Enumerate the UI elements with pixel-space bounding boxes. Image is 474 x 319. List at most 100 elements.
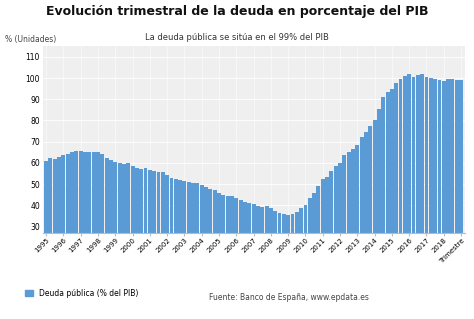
Bar <box>66 154 70 290</box>
Bar <box>239 200 243 290</box>
Bar <box>135 168 139 290</box>
Bar <box>195 183 200 290</box>
Bar <box>226 196 229 290</box>
Bar <box>420 74 424 290</box>
Bar <box>325 177 329 290</box>
Bar <box>57 157 61 290</box>
Bar <box>286 215 290 290</box>
Bar <box>317 186 320 290</box>
Bar <box>360 137 364 290</box>
Bar <box>455 80 459 290</box>
Bar <box>442 81 446 290</box>
Bar <box>273 211 277 290</box>
Bar <box>338 163 342 290</box>
Bar <box>329 171 333 290</box>
Text: La deuda pública se sitúa en el 99% del PIB: La deuda pública se sitúa en el 99% del … <box>145 33 329 42</box>
Bar <box>118 163 121 290</box>
Bar <box>377 109 381 290</box>
Bar <box>161 173 165 290</box>
Bar <box>334 166 337 290</box>
Bar <box>87 152 91 290</box>
Bar <box>282 214 286 290</box>
Bar <box>156 173 160 290</box>
Bar <box>44 161 48 290</box>
Bar <box>53 159 57 290</box>
Bar <box>438 80 441 290</box>
Bar <box>148 170 152 290</box>
Bar <box>364 132 368 290</box>
Bar <box>269 209 273 290</box>
Bar <box>299 209 303 290</box>
Bar <box>200 185 204 290</box>
Bar <box>429 78 433 290</box>
Bar <box>139 169 143 290</box>
Bar <box>234 198 238 290</box>
Bar <box>187 182 191 290</box>
Bar <box>351 149 355 290</box>
Bar <box>256 206 260 290</box>
Bar <box>342 155 346 290</box>
Bar <box>170 178 173 290</box>
Bar <box>74 151 78 290</box>
Bar <box>144 168 147 290</box>
Bar <box>83 152 87 290</box>
Bar <box>308 198 312 290</box>
Bar <box>459 80 463 290</box>
Bar <box>109 160 113 290</box>
Text: Evolución trimestral de la deuda en porcentaje del PIB: Evolución trimestral de la deuda en porc… <box>46 5 428 18</box>
Bar <box>243 202 247 290</box>
Text: % (Unidades): % (Unidades) <box>5 35 56 44</box>
Bar <box>178 180 182 290</box>
Bar <box>48 158 53 290</box>
Bar <box>407 74 411 290</box>
Bar <box>247 203 251 290</box>
Bar <box>373 121 376 290</box>
Bar <box>113 162 117 290</box>
Bar <box>70 152 74 290</box>
Bar <box>278 213 282 290</box>
Bar <box>403 76 407 290</box>
Bar <box>126 163 130 290</box>
Bar <box>446 79 450 290</box>
Bar <box>62 155 65 290</box>
Bar <box>209 189 212 290</box>
Bar <box>312 193 316 290</box>
Bar <box>381 97 385 290</box>
Bar <box>411 77 416 290</box>
Bar <box>264 206 268 290</box>
Bar <box>230 196 234 290</box>
Bar <box>303 205 308 290</box>
Text: Fuente: Banco de España, www.epdata.es: Fuente: Banco de España, www.epdata.es <box>209 293 368 302</box>
Bar <box>174 179 178 290</box>
Bar <box>321 179 325 290</box>
Bar <box>152 171 156 290</box>
Bar <box>394 83 398 290</box>
Bar <box>221 195 225 290</box>
Bar <box>182 181 186 290</box>
Bar <box>105 158 109 290</box>
Bar <box>347 152 351 290</box>
Bar <box>433 79 437 290</box>
Bar <box>96 152 100 290</box>
Bar <box>91 152 96 290</box>
Bar <box>165 174 169 290</box>
Bar <box>204 187 208 290</box>
Bar <box>356 145 359 290</box>
Bar <box>368 126 372 290</box>
Bar <box>213 190 217 290</box>
Bar <box>390 89 394 290</box>
Bar <box>217 193 221 290</box>
Bar <box>122 164 126 290</box>
Bar <box>79 151 82 290</box>
Bar <box>450 79 455 290</box>
Bar <box>386 92 390 290</box>
Bar <box>100 154 104 290</box>
Bar <box>295 212 299 290</box>
Bar <box>416 75 420 290</box>
Bar <box>399 79 402 290</box>
Bar <box>131 166 135 290</box>
Bar <box>252 204 255 290</box>
Bar <box>425 77 428 290</box>
Bar <box>260 207 264 290</box>
Bar <box>191 183 195 290</box>
